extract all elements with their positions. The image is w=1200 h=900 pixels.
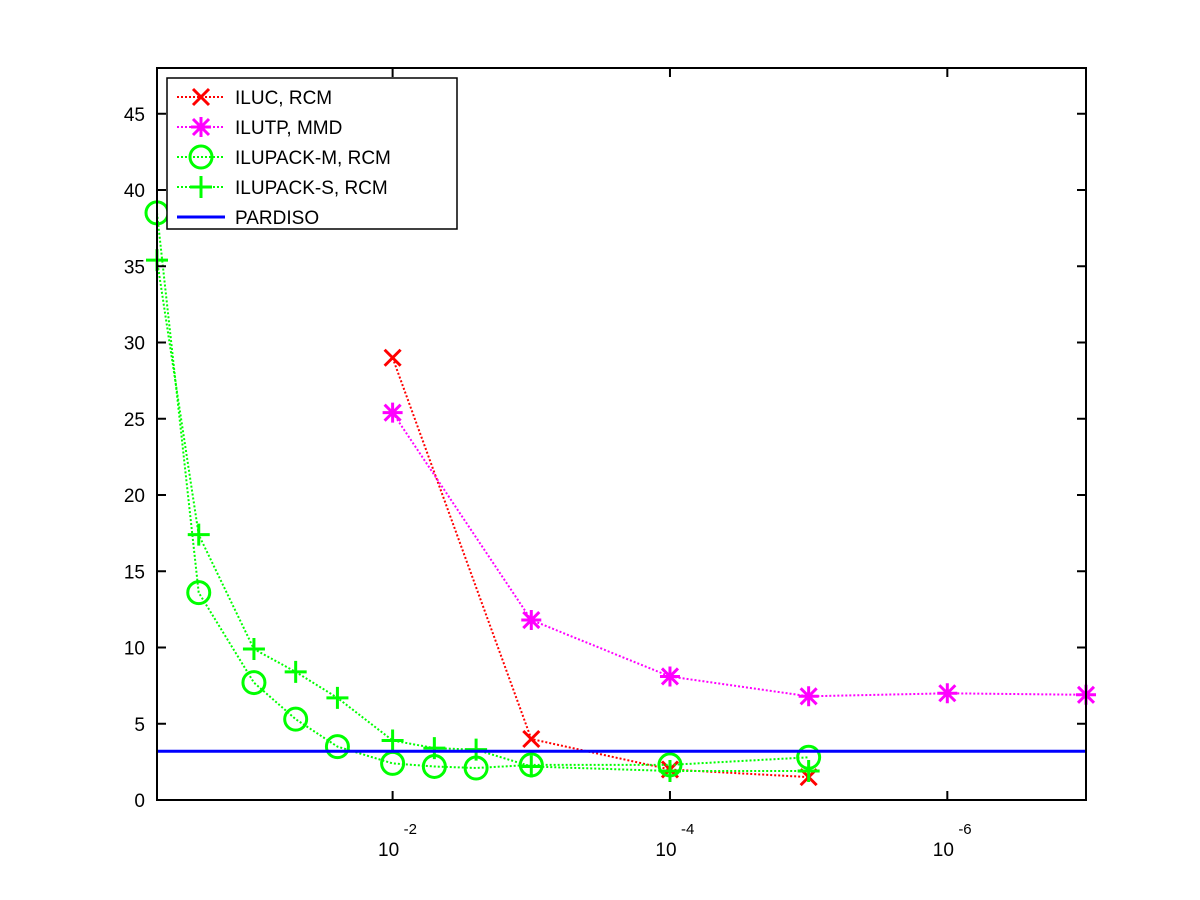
data-point-3-3 [284, 660, 307, 683]
legend-item-3: ILUPACK-S, RCM [177, 176, 388, 199]
y-tick-label: 45 [124, 105, 145, 126]
legend-marker [191, 87, 211, 107]
data-point-3-1 [187, 523, 210, 546]
x-tick-label-base: 10 [378, 840, 399, 861]
data-point-1-0 [382, 402, 403, 423]
y-tick-label: 15 [124, 562, 145, 583]
data-point-1-4 [937, 683, 958, 704]
data-point-0-0 [383, 348, 402, 367]
legend-marker [191, 117, 211, 137]
x-tick-label-exponent: -4 [681, 821, 694, 838]
legend-item-1: ILUTP, MMD [177, 117, 342, 139]
legend: ILUC, RCM ILUTP, MMD ILUPACK-M, RCM ILUPACK… [166, 77, 458, 230]
legend-marker [188, 144, 214, 170]
y-tick-label: 25 [124, 410, 145, 431]
y-tick-label: 30 [124, 334, 145, 355]
data-point-3-6 [423, 737, 446, 760]
data-point-3-5 [381, 729, 404, 752]
data-point-3-9 [658, 760, 681, 783]
legend-item-0: ILUC, RCM [177, 87, 332, 109]
y-tick-label: 0 [134, 791, 145, 812]
series-line-2 [156, 212, 809, 770]
x-tick-label-base: 10 [933, 840, 954, 861]
legend-item-4: PARDISO [177, 208, 319, 229]
legend-label: ILUC, RCM [235, 88, 332, 109]
data-point-0-1 [522, 729, 541, 749]
legend-label: PARDISO [235, 208, 319, 229]
x-tick-label-base: 10 [655, 840, 676, 861]
data-point-2-1 [186, 580, 212, 606]
plot-frame [156, 67, 1087, 801]
legend-label: ILUTP, MMD [235, 118, 342, 139]
data-point-3-4 [326, 686, 349, 709]
y-tick-label: 5 [134, 715, 145, 736]
legend-item-2: ILUPACK-M, RCM [177, 144, 391, 170]
data-point-1-2 [659, 666, 680, 687]
data-point-2-4 [324, 734, 350, 760]
legend-marker [190, 176, 212, 198]
data-point-3-2 [242, 638, 265, 661]
data-point-3-10 [797, 760, 820, 783]
y-tick-label: 20 [124, 486, 145, 507]
data-point-3-7 [465, 738, 488, 761]
y-tick-label: 40 [124, 181, 145, 202]
data-point-2-2 [241, 670, 267, 696]
x-tick-label-exponent: -6 [958, 821, 971, 838]
data-point-3-8 [520, 755, 543, 778]
data-point-1-3 [798, 686, 819, 707]
legend-label: ILUPACK-M, RCM [235, 148, 391, 169]
x-tick-label-exponent: -2 [404, 821, 417, 838]
series-line-0 [391, 357, 809, 779]
legend-box [166, 77, 458, 230]
data-point-1-1 [521, 610, 542, 631]
series-line-1 [391, 412, 1087, 698]
y-tick-label: 35 [124, 257, 145, 278]
data-point-2-3 [283, 706, 309, 732]
legend-label: ILUPACK-S, RCM [235, 178, 388, 199]
y-tick-label: 10 [124, 639, 145, 660]
